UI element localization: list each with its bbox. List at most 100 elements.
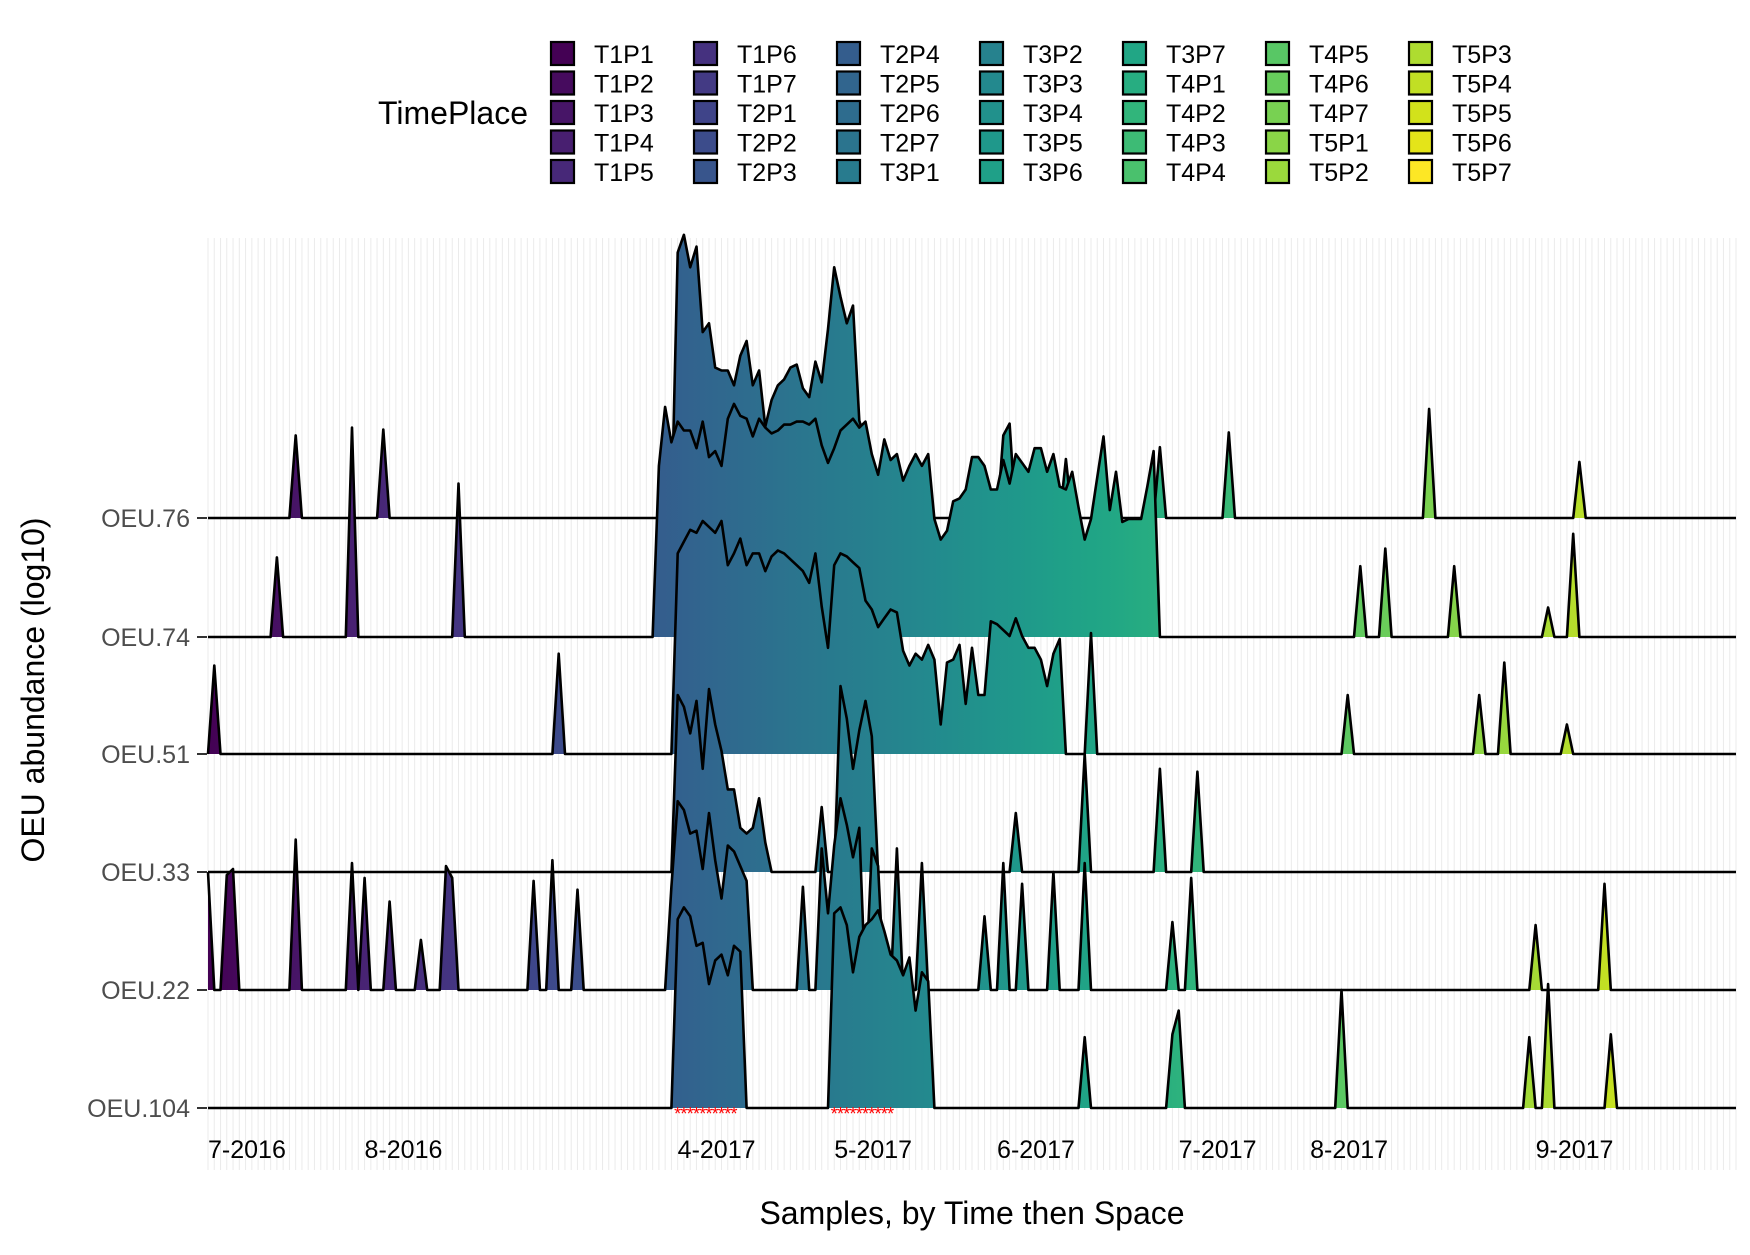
- sample-marker: *: [712, 1104, 719, 1124]
- legend-swatch: [835, 70, 862, 96]
- legend-label: T1P2: [594, 71, 654, 99]
- legend-label: T2P6: [880, 100, 940, 128]
- ridge-oeu-51: [206, 519, 1736, 756]
- legend-item: T3P5: [978, 129, 1083, 158]
- sample-marker: *: [699, 1104, 706, 1124]
- legend-label: T1P3: [594, 100, 654, 128]
- legend-swatch: [1121, 99, 1148, 126]
- legend-label: T3P6: [1023, 159, 1083, 187]
- legend-item: T4P5: [1264, 40, 1369, 69]
- grid-layer: [207, 238, 1737, 1170]
- sample-marker: *: [837, 1104, 844, 1124]
- sample-marker: *: [674, 1104, 681, 1124]
- legend-item: T5P4: [1407, 70, 1512, 99]
- ridge-oeu-74: [208, 402, 1736, 639]
- legend-swatch: [1121, 158, 1148, 185]
- x-tick-label: 8-2017: [1310, 1136, 1388, 1164]
- sample-marker: *: [862, 1104, 869, 1124]
- legend-swatch: [549, 99, 576, 126]
- sample-marker: *: [843, 1104, 850, 1124]
- y-tick-label: OEU.74: [101, 624, 190, 652]
- sample-marker: *: [680, 1104, 687, 1124]
- legend-item: T4P7: [1264, 99, 1369, 128]
- legend-label: T5P5: [1452, 100, 1512, 128]
- legend-swatch: [1407, 129, 1434, 155]
- legend-swatch: [1264, 158, 1291, 185]
- legend-label: T4P3: [1166, 130, 1226, 158]
- ridge-oeu-33: [208, 684, 1736, 874]
- y-tick-label: OEU.104: [87, 1095, 190, 1123]
- legend-label: T1P5: [594, 159, 654, 187]
- legend-label: T4P4: [1166, 159, 1226, 187]
- y-axis: OEU.104 OEU.22 OEU.33 OEU.51 OEU.74 OEU.76: [87, 505, 207, 1123]
- legend-swatch: [1121, 129, 1148, 155]
- legend-label: T2P7: [880, 130, 940, 158]
- legend-item: T5P6: [1407, 129, 1512, 158]
- marker-layer: * * * * * * * * * * * * * * * * * * * *: [674, 1104, 894, 1124]
- legend-item: T2P7: [835, 129, 940, 158]
- legend-swatch: [1264, 129, 1291, 155]
- legend-item: T3P3: [978, 70, 1083, 99]
- legend-label: T3P5: [1023, 130, 1083, 158]
- legend-item: T1P5: [549, 158, 654, 187]
- legend-label: T3P7: [1166, 41, 1226, 69]
- sample-marker: *: [850, 1104, 857, 1124]
- legend-item: T3P2: [978, 40, 1083, 69]
- legend-swatch: [549, 158, 576, 185]
- legend-item: T2P2: [692, 129, 797, 158]
- legend-swatch: [1121, 40, 1148, 67]
- legend-label: T2P1: [737, 100, 797, 128]
- y-axis-title: OEU abundance (log10): [15, 517, 51, 862]
- x-axis: 7-2016 8-2016 4-2017 5-2017 6-2017 7-2017 8-20…: [208, 1136, 1613, 1164]
- legend-label: T5P3: [1452, 41, 1512, 69]
- legend-swatch: [1407, 70, 1434, 96]
- legend-label: T1P6: [737, 41, 797, 69]
- sample-marker: *: [724, 1104, 731, 1124]
- sample-marker: *: [868, 1104, 875, 1124]
- legend-item: T2P1: [692, 99, 797, 128]
- legend-label: T1P7: [737, 71, 797, 99]
- legend-swatch: [1407, 158, 1434, 185]
- legend-label: T4P1: [1166, 71, 1226, 99]
- ridge-layer: [206, 233, 1736, 1110]
- legend-label: T2P3: [737, 159, 797, 187]
- ridge-area: [208, 798, 1736, 990]
- legend-item: T2P5: [835, 70, 940, 99]
- legend-item: T3P6: [978, 158, 1083, 187]
- legend-swatch: [835, 158, 862, 185]
- legend-title: TimePlace: [378, 95, 528, 131]
- x-tick-label: 5-2017: [834, 1136, 912, 1164]
- legend-item: T4P4: [1121, 158, 1226, 187]
- sample-marker: *: [881, 1104, 888, 1124]
- legend-swatch: [1121, 70, 1148, 96]
- legend-item: T4P1: [1121, 70, 1226, 99]
- y-tick-label: OEU.22: [101, 977, 190, 1005]
- legend-label: T3P1: [880, 159, 940, 187]
- legend-label: T2P5: [880, 71, 940, 99]
- x-tick-label: 6-2017: [997, 1136, 1075, 1164]
- y-tick-label: OEU.76: [101, 505, 190, 533]
- legend-swatch: [549, 70, 576, 96]
- legend-swatch: [549, 129, 576, 155]
- sample-marker: *: [875, 1104, 882, 1124]
- legend-item: T4P3: [1121, 129, 1226, 158]
- legend-swatch: [1264, 40, 1291, 67]
- legend-swatch: [978, 158, 1005, 185]
- ridge-oeu-22: [206, 797, 1736, 992]
- legend-label: T5P1: [1309, 130, 1369, 158]
- ridge-area: [208, 403, 1736, 637]
- ridge-line: [206, 519, 1736, 756]
- sample-marker: *: [831, 1104, 838, 1124]
- ridge-line: [208, 906, 1736, 1110]
- legend-swatch: [835, 40, 862, 67]
- legend-label: T4P5: [1309, 41, 1369, 69]
- sample-marker: *: [693, 1104, 700, 1124]
- legend-swatch: [978, 40, 1005, 67]
- legend-item: T5P1: [1264, 129, 1369, 158]
- legend-label: T3P3: [1023, 71, 1083, 99]
- legend-item: T3P7: [1121, 40, 1226, 69]
- legend-swatch: [692, 129, 719, 155]
- legend-item: T1P2: [549, 70, 654, 99]
- legend-label: T4P6: [1309, 71, 1369, 99]
